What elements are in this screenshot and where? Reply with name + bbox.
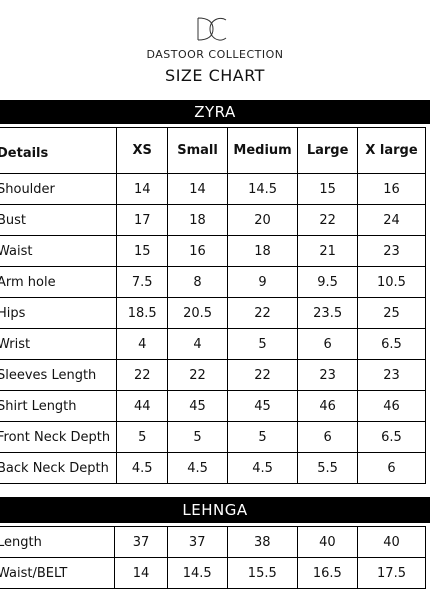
dc-monogram-logo — [197, 17, 227, 41]
xs-cell: 17 — [116, 204, 169, 236]
medium-cell: 5 — [226, 328, 299, 360]
xs-cell: 22 — [116, 359, 169, 391]
medium-cell: 9 — [226, 266, 299, 298]
header-xs: XS — [116, 127, 169, 174]
x-large-cell: 6.5 — [356, 421, 427, 453]
medium-cell: 5 — [226, 421, 299, 453]
xs-cell: 4 — [116, 328, 169, 360]
large-cell: 40 — [296, 526, 359, 558]
small-cell: 20.5 — [167, 297, 228, 329]
table-row: Shoulder 14 14 14.5 15 16 — [0, 173, 427, 205]
table-row: Wrist 4 4 5 6 6.5 — [0, 328, 427, 360]
header-medium: Medium — [226, 127, 299, 174]
x-large-cell: 16 — [356, 173, 427, 205]
row-label: Shirt Length — [0, 390, 118, 422]
small-cell: 5 — [167, 421, 228, 453]
zyra-size-table: Details XS Small Medium Large X large Sh… — [0, 127, 427, 484]
zyra-section-header: ZYRA — [0, 100, 430, 124]
large-cell: 22 — [297, 204, 358, 236]
large-cell: 6 — [297, 421, 358, 453]
medium-cell: 38 — [226, 526, 298, 558]
medium-cell: 18 — [226, 235, 299, 267]
large-cell: 16.5 — [296, 557, 359, 589]
row-label: Hips — [0, 297, 118, 329]
table-row: Shirt Length 44 45 45 46 46 — [0, 390, 427, 422]
medium-cell: 45 — [226, 390, 299, 422]
small-cell: 14 — [167, 173, 228, 205]
row-label: Arm hole — [0, 266, 118, 298]
table-row: Front Neck Depth 5 5 5 6 6.5 — [0, 421, 427, 453]
xs-cell: 5 — [116, 421, 169, 453]
table-header-row: Details XS Small Medium Large X large — [0, 127, 427, 174]
header-x-large: X large — [356, 127, 427, 174]
large-cell: 6 — [297, 328, 358, 360]
x-large-cell: 46 — [356, 390, 427, 422]
row-label: Waist/BELT — [0, 557, 116, 589]
row-label: Sleeves Length — [0, 359, 118, 391]
large-cell: 9.5 — [297, 266, 358, 298]
medium-cell: 20 — [226, 204, 299, 236]
small-cell: 8 — [167, 266, 228, 298]
header-small: Small — [167, 127, 228, 174]
small-cell: 14.5 — [166, 557, 228, 589]
xs-cell: 14 — [116, 173, 169, 205]
row-label: Shoulder — [0, 173, 118, 205]
table-row: Arm hole 7.5 8 9 9.5 10.5 — [0, 266, 427, 298]
small-cell: 18 — [167, 204, 228, 236]
row-label: Wrist — [0, 328, 118, 360]
x-large-cell: 24 — [356, 204, 427, 236]
table-row: Sleeves Length 22 22 22 23 23 — [0, 359, 427, 391]
large-cell: 21 — [297, 235, 358, 267]
xs-cell: 15 — [116, 235, 169, 267]
table-row: Waist/BELT 14 14.5 15.5 16.5 17.5 — [0, 557, 426, 589]
xs-cell: 18.5 — [116, 297, 169, 329]
x-large-cell: 40 — [357, 526, 426, 558]
large-cell: 46 — [297, 390, 358, 422]
brand-name: DASTOOR COLLECTION — [146, 48, 284, 61]
lehnga-section-header: LEHNGA — [0, 497, 430, 523]
large-cell: 15 — [297, 173, 358, 205]
small-cell: 4 — [167, 328, 228, 360]
large-cell: 23.5 — [297, 297, 358, 329]
x-large-cell: 6.5 — [356, 328, 427, 360]
table-row: Length 37 37 38 40 40 — [0, 526, 426, 558]
medium-cell: 14.5 — [226, 173, 299, 205]
xs-cell: 37 — [114, 526, 168, 558]
x-large-cell: 17.5 — [357, 557, 426, 589]
small-cell: 22 — [167, 359, 228, 391]
medium-cell: 22 — [226, 297, 299, 329]
x-large-cell: 25 — [356, 297, 427, 329]
row-label: Front Neck Depth — [0, 421, 118, 453]
medium-cell: 4.5 — [226, 452, 299, 484]
header-details: Details — [0, 127, 118, 174]
xs-cell: 14 — [114, 557, 168, 589]
table-row: Bust1718202224 — [0, 204, 427, 236]
large-cell: 23 — [297, 359, 358, 391]
x-large-cell: 6 — [356, 452, 427, 484]
large-cell: 5.5 — [297, 452, 358, 484]
x-large-cell: 10.5 — [356, 266, 427, 298]
header-large: Large — [297, 127, 358, 174]
small-cell: 4.5 — [167, 452, 228, 484]
table-row: Waist 15 16 18 21 23 — [0, 235, 427, 267]
table-row: Back Neck Depth 4.5 4.5 4.5 5.5 6 — [0, 452, 427, 484]
small-cell: 37 — [166, 526, 228, 558]
lehnga-size-table: Length 37 37 38 40 40 Waist/BELT 14 14.5 15.5 16.5… — [0, 526, 426, 589]
xs-cell: 4.5 — [116, 452, 169, 484]
medium-cell: 22 — [226, 359, 299, 391]
xs-cell: 7.5 — [116, 266, 169, 298]
row-label: Bust — [0, 204, 118, 236]
small-cell: 45 — [167, 390, 228, 422]
row-label: Waist — [0, 235, 118, 267]
small-cell: 16 — [167, 235, 228, 267]
x-large-cell: 23 — [356, 359, 427, 391]
x-large-cell: 23 — [356, 235, 427, 267]
medium-cell: 15.5 — [226, 557, 298, 589]
row-label: Length — [0, 526, 116, 558]
xs-cell: 44 — [116, 390, 169, 422]
row-label: Back Neck Depth — [0, 452, 118, 484]
page-title: SIZE CHART — [165, 66, 265, 85]
